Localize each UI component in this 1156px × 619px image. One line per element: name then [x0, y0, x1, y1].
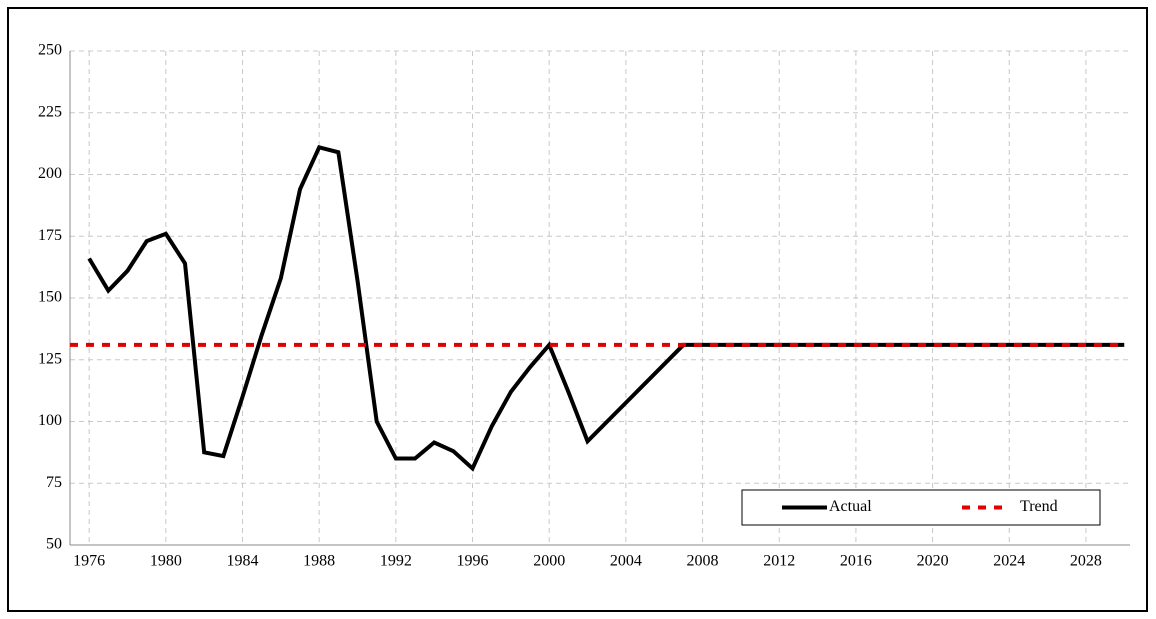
x-tick-label: 2004	[610, 553, 642, 570]
x-tick-label: 1992	[380, 553, 412, 570]
x-tick-label: 1996	[457, 553, 489, 570]
legend-label: Trend	[1020, 498, 1058, 515]
x-tick-label: 1984	[227, 553, 259, 570]
x-tick-label: 2000	[533, 553, 565, 570]
x-tick-label: 2028	[1070, 553, 1102, 570]
y-tick-label: 100	[38, 412, 62, 429]
x-tick-label: 2016	[840, 553, 872, 570]
x-tick-label: 1988	[303, 553, 335, 570]
y-tick-label: 125	[38, 350, 62, 367]
x-tick-label: 2012	[763, 553, 795, 570]
x-tick-label: 1976	[73, 553, 105, 570]
x-tick-label: 1980	[150, 553, 182, 570]
y-tick-label: 225	[38, 103, 62, 120]
y-tick-label: 250	[38, 42, 62, 59]
x-tick-label: 2024	[993, 553, 1025, 570]
y-tick-label: 150	[38, 289, 62, 306]
legend-label: Actual	[829, 498, 872, 515]
y-tick-label: 50	[46, 536, 62, 553]
x-tick-label: 2020	[917, 553, 949, 570]
y-tick-label: 75	[46, 474, 62, 491]
y-tick-label: 175	[38, 227, 62, 244]
y-tick-label: 200	[38, 165, 62, 182]
x-tick-label: 2008	[687, 553, 719, 570]
